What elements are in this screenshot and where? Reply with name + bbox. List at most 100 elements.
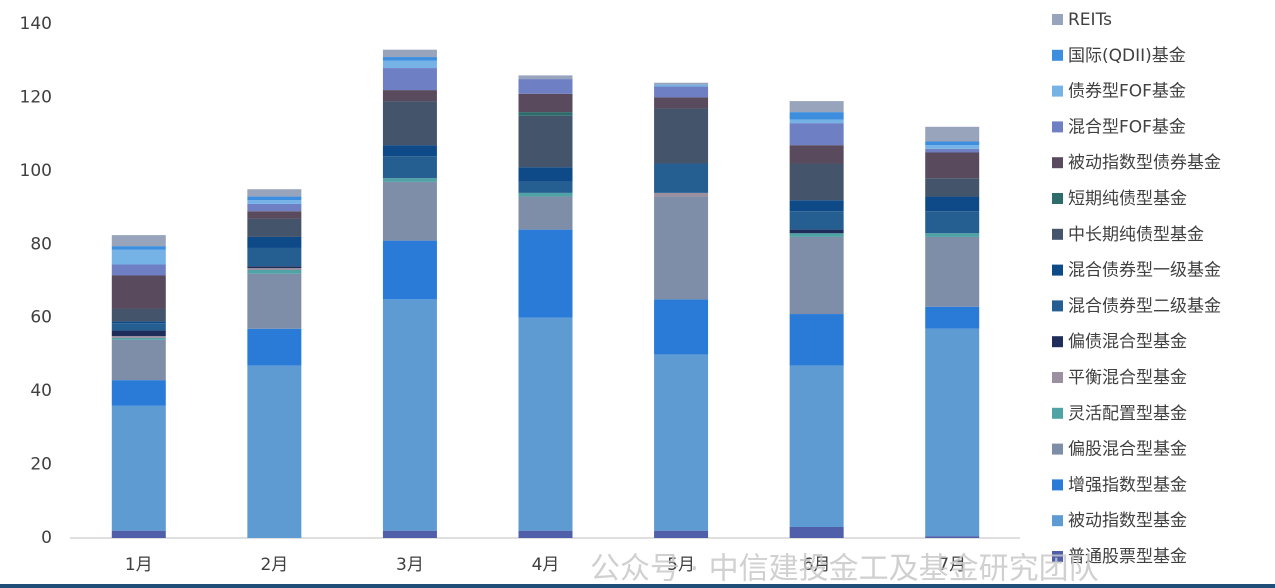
legend-swatch	[1052, 300, 1063, 312]
legend-swatch	[1052, 49, 1063, 61]
legend-label: 被动指数型基金	[1068, 511, 1187, 531]
x-tick-label: 7月	[938, 555, 966, 575]
bar-segment	[247, 236, 302, 248]
bar-segment	[111, 336, 166, 338]
bar-segment	[789, 200, 844, 212]
bar-segment	[789, 145, 844, 164]
legend-label: REITs	[1068, 10, 1112, 30]
y-tick-label: 80	[30, 234, 52, 254]
legend-label: 国际(QDII)基金	[1068, 46, 1186, 66]
bar-segment	[789, 211, 844, 230]
legend-label: 被动指数型债券基金	[1068, 153, 1221, 173]
bar-segment	[111, 405, 166, 531]
x-tick-label: 5月	[667, 555, 695, 575]
bar-segment	[925, 236, 980, 307]
y-tick-label: 40	[30, 381, 52, 401]
bar-segment	[111, 323, 166, 331]
legend-label: 增强指数型基金	[1068, 475, 1187, 495]
y-tick-label: 120	[20, 87, 52, 107]
bar-segment	[247, 200, 302, 204]
legend-label: 偏债混合型基金	[1068, 332, 1187, 352]
legend-swatch	[1052, 14, 1063, 25]
bar-segment	[925, 178, 980, 197]
legend-label: 偏股混合型基金	[1068, 440, 1187, 460]
y-tick-label: 100	[20, 161, 52, 181]
bar-segment	[247, 189, 302, 197]
bottom-band	[0, 584, 1275, 588]
x-tick-label: 6月	[803, 555, 831, 575]
x-tick-label: 3月	[396, 555, 424, 575]
bar-segment	[654, 354, 709, 531]
bar-segment	[925, 306, 980, 329]
bar-segment	[925, 126, 980, 142]
bar-segment	[654, 97, 709, 109]
x-tick-label: 1月	[125, 555, 153, 575]
legend-swatch	[1052, 407, 1063, 419]
legend-label: 混合型FOF基金	[1068, 117, 1186, 137]
bar-segment	[247, 218, 302, 237]
bar-segment	[382, 145, 437, 157]
bar-segment	[382, 156, 437, 179]
bar-segment	[382, 60, 437, 69]
bar-segment	[654, 192, 709, 197]
bar-segment	[382, 181, 437, 241]
legend-swatch	[1052, 228, 1063, 240]
watermark: 公众号 · 中信建投金工及基金研究团队	[590, 552, 1099, 587]
bar-segment	[382, 101, 437, 146]
bar-segment	[925, 328, 980, 537]
bar-segment	[925, 148, 980, 153]
legend-label: 普通股票型基金	[1068, 547, 1187, 567]
bar-segment	[789, 365, 844, 527]
legend-label: 债券型FOF基金	[1068, 82, 1186, 102]
legend-label: 中长期纯债型基金	[1068, 225, 1204, 245]
bar-segment	[247, 266, 302, 269]
bar-segment	[925, 141, 980, 146]
bar-segment	[654, 530, 709, 538]
bar-segment	[247, 365, 302, 538]
legend-label: 短期纯债型基金	[1068, 189, 1187, 209]
bar-segment	[111, 330, 166, 337]
legend-swatch	[1052, 551, 1063, 562]
bar-segment	[247, 247, 302, 267]
bar-segment	[111, 246, 166, 250]
bar-segment	[247, 273, 302, 329]
bar-segment	[925, 211, 980, 234]
bar-segment	[789, 112, 844, 120]
bar-segment	[247, 203, 302, 212]
bar-segment	[382, 299, 437, 531]
bar-segment	[382, 90, 437, 102]
bar-segment	[111, 530, 166, 538]
bar-segment	[111, 380, 166, 406]
bar-segment	[247, 196, 302, 201]
y-tick-label: 20	[30, 455, 52, 475]
x-tick-label: 2月	[260, 555, 288, 575]
bar-segment	[654, 196, 709, 300]
bar-segment	[518, 115, 573, 168]
bar-segment	[925, 233, 980, 237]
bar-segment	[789, 163, 844, 201]
bar-segment	[111, 249, 166, 265]
bar-segment	[789, 233, 844, 237]
bar-segment	[789, 314, 844, 366]
bar-segment	[925, 196, 980, 212]
bar-segment	[925, 145, 980, 149]
legend-swatch	[1052, 121, 1063, 133]
bar-segment	[518, 79, 573, 94]
y-tick-label: 0	[41, 528, 52, 548]
bar-segment	[654, 82, 709, 85]
bar-segment	[925, 152, 980, 179]
bar-segment	[111, 308, 166, 322]
legend-swatch	[1052, 443, 1063, 455]
bar-segment	[518, 75, 573, 80]
bar-segment	[654, 108, 709, 164]
legend-swatch	[1052, 372, 1063, 383]
legend-label: 灵活配置型基金	[1068, 404, 1187, 424]
bar-segment	[925, 536, 980, 538]
bar-segment	[654, 86, 709, 98]
y-tick-label: 60	[30, 308, 52, 328]
bar-segment	[518, 317, 573, 531]
bar-segment	[382, 49, 437, 58]
bar-segment	[789, 119, 844, 124]
bar-segment	[382, 57, 437, 61]
